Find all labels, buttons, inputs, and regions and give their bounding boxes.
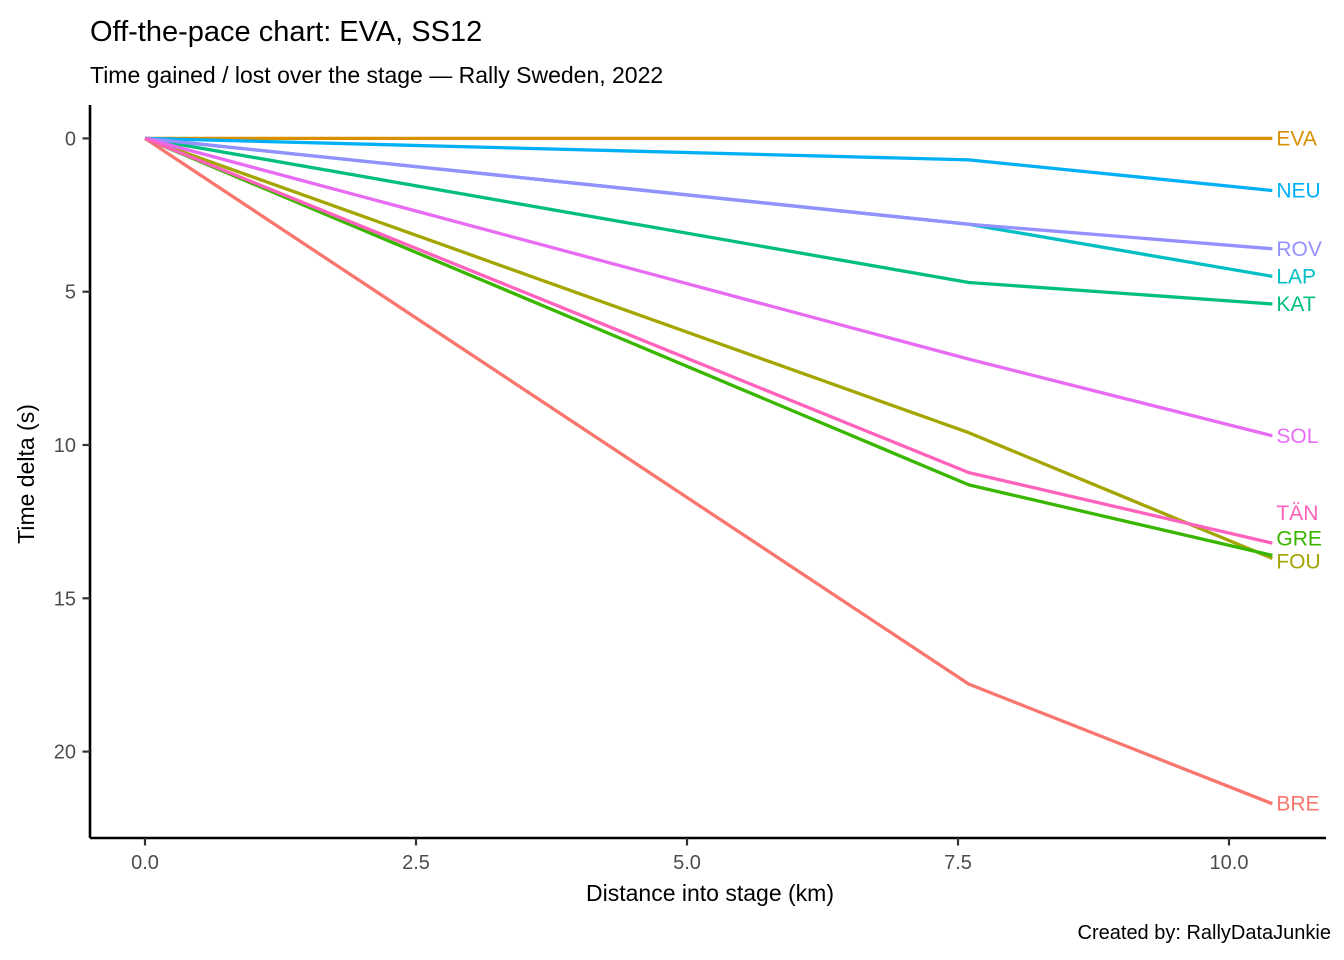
x-tick-label: 5.0 (673, 852, 701, 874)
series-label-TÄN: TÄN (1276, 502, 1318, 525)
series-line-BRE (144, 137, 1273, 806)
plot-subtitle: Time gained / lost over the stage — Rall… (90, 62, 663, 88)
series-layer (144, 136, 1273, 806)
x-axis-title: Distance into stage (km) (586, 880, 834, 906)
y-tick-label: 15 (54, 588, 76, 610)
y-tick-label: 10 (54, 435, 76, 457)
x-tick-label: 2.5 (402, 852, 430, 874)
series-label-LAP: LAP (1276, 265, 1316, 288)
series-label-GRE: GRE (1276, 527, 1322, 550)
x-tick-label: 7.5 (944, 852, 972, 874)
series-line-FOU (144, 136, 1273, 560)
y-tick-label: 20 (54, 742, 76, 764)
series-label-BRE: BRE (1276, 793, 1319, 816)
series-label-NEU: NEU (1276, 180, 1320, 203)
series-line-KAT (144, 136, 1273, 306)
series-label-FOU: FOU (1276, 550, 1320, 573)
series-line-ROV (144, 136, 1273, 251)
x-tick-label: 10.0 (1210, 852, 1249, 874)
series-line-TÄN (144, 136, 1273, 545)
y-tick-label: 0 (65, 128, 76, 150)
series-line-GRE (144, 136, 1273, 557)
series-line-NEU (144, 136, 1273, 193)
series-line-SOL (144, 136, 1273, 438)
page-title: Off-the-pace chart: EVA, SS12 (90, 16, 482, 48)
x-tick-label: 0.0 (131, 852, 159, 874)
y-tick-label: 5 (65, 282, 76, 304)
series-label-ROV: ROV (1276, 238, 1322, 261)
series-label-SOL: SOL (1276, 425, 1318, 448)
axes-layer: 0 5 10 15 20 0.0 2.5 5.0 7.5 10.0 (54, 105, 1326, 874)
series-label-KAT: KAT (1276, 293, 1315, 316)
y-axis-title: Time delta (s) (13, 404, 39, 544)
series-label-EVA: EVA (1276, 127, 1316, 150)
chart-caption: Created by: RallyDataJunkie (1078, 922, 1331, 944)
